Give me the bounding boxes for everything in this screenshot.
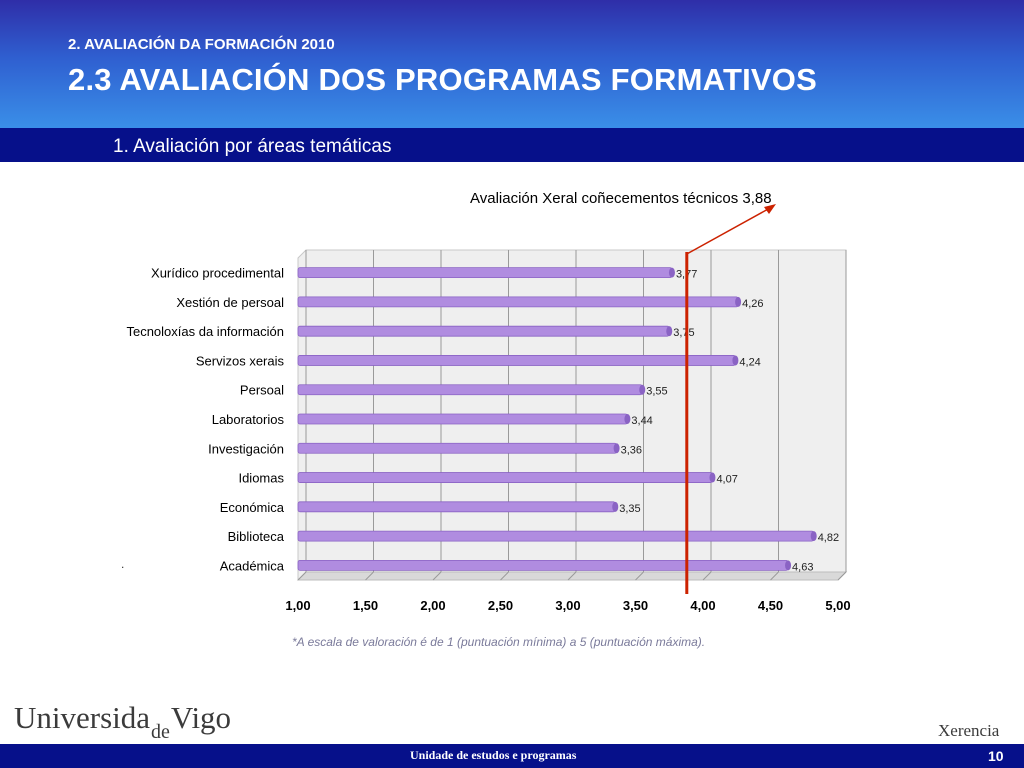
- x-tick-label: 4,50: [758, 598, 783, 613]
- bar: [297, 413, 628, 425]
- value-label: 3,44: [631, 415, 652, 427]
- value-label: 3,35: [619, 503, 640, 515]
- footer-unit-name: Unidade de estudos e programas: [410, 748, 577, 762]
- logo-text-b: de: [151, 721, 170, 743]
- x-tick-label: 2,00: [420, 598, 445, 613]
- scale-footnote: *A escala de valoración é de 1 (puntuaci…: [292, 635, 706, 649]
- value-label: 4,26: [742, 298, 763, 310]
- category-label: Laboratorios: [212, 412, 285, 427]
- xerencia-logo: Xerencia: [938, 721, 1000, 740]
- category-label: Xestión de persoal: [176, 295, 284, 310]
- bar-cap: [666, 326, 673, 337]
- value-label: 4,63: [792, 561, 813, 573]
- bar-cap: [668, 267, 675, 278]
- bar-cap: [709, 472, 716, 483]
- gridline-foot-0: [297, 571, 307, 581]
- page-title: 2.3 AVALIACIÓN DOS PROGRAMAS FORMATIVOS: [68, 62, 817, 97]
- x-tick-label: 2,50: [488, 598, 513, 613]
- bar: [297, 355, 736, 366]
- footer-bar: Unidade de estudos e programas 10: [0, 744, 1024, 768]
- gridline-foot-2: [432, 571, 442, 581]
- value-label: 3,55: [646, 386, 667, 398]
- category-label: Biblioteca: [228, 529, 285, 544]
- bar-cap: [785, 560, 792, 571]
- x-tick-label: 4,00: [690, 598, 715, 613]
- bar-cap: [810, 531, 817, 542]
- category-label: Tecnoloxías da información: [126, 324, 284, 339]
- university-logo: UniversidadeVigo: [14, 700, 232, 743]
- gridline-foot-8: [837, 571, 847, 581]
- category-label: Investigación: [208, 441, 284, 456]
- logo-text-a: Universida: [14, 700, 151, 735]
- gridline-foot-3: [500, 571, 509, 581]
- gridline-foot-1: [365, 571, 374, 581]
- bar: [297, 296, 739, 308]
- gridline-foot-4: [567, 571, 577, 581]
- bar: [297, 530, 815, 542]
- gridline-foot-7: [770, 571, 779, 581]
- category-label: Económica: [220, 500, 285, 515]
- bar: [297, 501, 616, 513]
- page-number: 10: [988, 748, 1004, 764]
- bar: [297, 442, 618, 454]
- x-tick-label: 5,00: [825, 598, 850, 613]
- category-label: Xurídico procedimental: [151, 266, 284, 281]
- bar: [297, 325, 670, 337]
- bar-cap: [639, 384, 646, 395]
- bar: [297, 559, 789, 571]
- annotation-arrow-shaft: [686, 207, 771, 255]
- value-label: 4,82: [818, 532, 839, 544]
- logo-text-c: Vigo: [170, 700, 232, 735]
- category-label: Persoal: [240, 383, 284, 398]
- header-band: 2. AVALIACIÓN DA FORMACIÓN 2010 2.3 AVAL…: [0, 0, 1024, 128]
- x-tick-label: 3,00: [555, 598, 580, 613]
- gridline-foot-5: [635, 571, 644, 581]
- x-tick-label: 3,50: [623, 598, 648, 613]
- category-label: Idiomas: [238, 471, 284, 486]
- section-kicker: 2. AVALIACIÓN DA FORMACIÓN 2010: [68, 36, 335, 53]
- gridline-foot-6: [702, 571, 712, 581]
- bar: [297, 384, 643, 396]
- bar-cap: [624, 414, 631, 424]
- bar-cap: [735, 296, 742, 307]
- value-label: 3,36: [621, 444, 642, 456]
- bar-cap: [613, 443, 620, 454]
- value-label: 4,24: [739, 356, 760, 368]
- bar-cap: [612, 501, 619, 512]
- overall-average-annotation: Avaliación Xeral coñecementos técnicos 3…: [470, 190, 772, 207]
- value-label: 3,75: [673, 327, 694, 339]
- value-label: 4,07: [716, 474, 737, 486]
- x-tick-label: 1,00: [285, 598, 310, 613]
- x-tick-label: 1,50: [353, 598, 378, 613]
- category-label: Académica: [220, 558, 285, 573]
- bar-cap: [732, 355, 739, 366]
- bar: [297, 267, 673, 279]
- category-label: Servizos xerais: [196, 353, 285, 368]
- section-bar: 1. Avaliación por áreas temáticas: [0, 128, 1024, 162]
- section-label: 1. Avaliación por áreas temáticas: [113, 136, 392, 157]
- bar: [297, 472, 713, 483]
- annotation-arrow-head: [764, 204, 776, 214]
- stray-dot: .: [121, 557, 125, 571]
